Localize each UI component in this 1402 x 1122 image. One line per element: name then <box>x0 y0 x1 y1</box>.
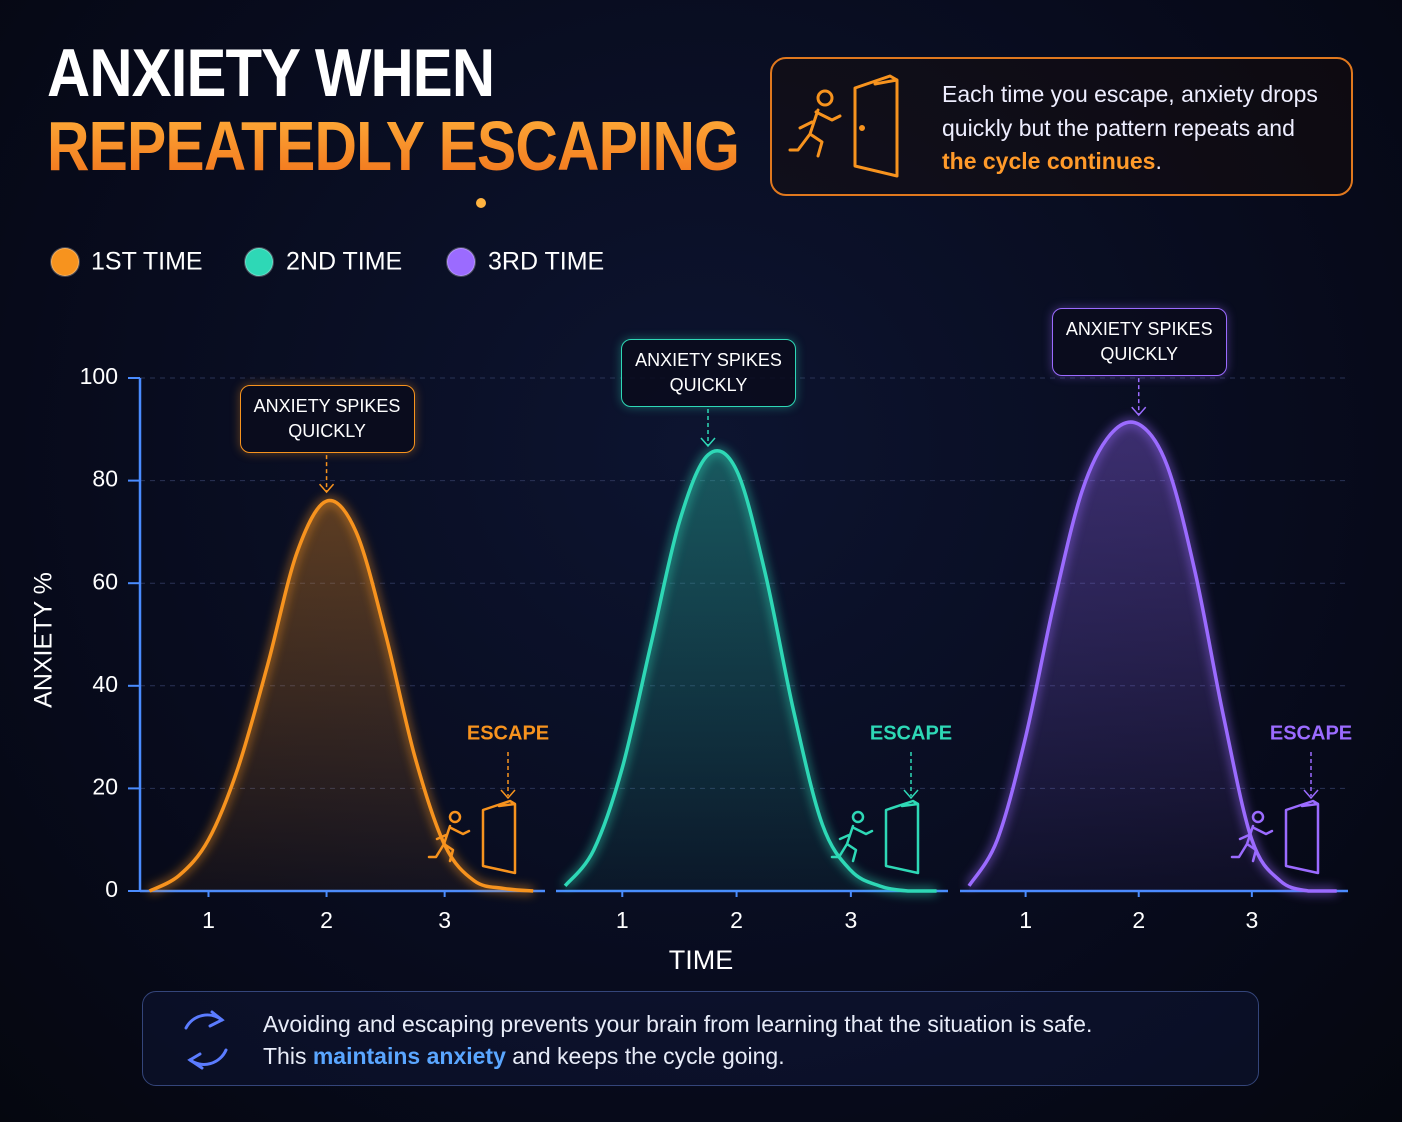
door <box>1284 799 1320 875</box>
peak-label: ANXIETY SPIKES QUICKLY <box>635 349 782 395</box>
legend-label: 2ND TIME <box>286 248 402 276</box>
escape-label: ESCAPE <box>1270 722 1352 744</box>
escape-icon <box>1230 799 1320 875</box>
legend-label: 3RD TIME <box>488 248 604 276</box>
legend-swatch <box>50 247 80 277</box>
y-tick-label: 0 <box>105 876 118 902</box>
legend-swatch <box>244 247 274 277</box>
door <box>884 799 920 875</box>
title-line-2: REPEATEDLY ESCAPING <box>47 107 740 185</box>
peak-annotation: ANXIETY SPIKES QUICKLY <box>621 338 796 407</box>
y-tick-label: 40 <box>92 671 118 697</box>
x-tick-label: 1 <box>616 907 629 933</box>
footer-highlight: maintains anxiety <box>312 1043 506 1069</box>
y-tick-label: 80 <box>92 466 118 492</box>
callout-part: . <box>1155 148 1162 174</box>
x-tick-label: 3 <box>1245 907 1258 933</box>
x-tick-label: 2 <box>320 907 333 933</box>
legend-label: 1ST TIME <box>91 248 203 276</box>
callout-text: Each time you escape, anxiety drops quic… <box>942 78 1322 179</box>
person-head <box>1251 810 1265 824</box>
footer-box <box>142 991 1259 1086</box>
person-body <box>830 824 874 863</box>
arrow-head <box>318 483 335 494</box>
title-line-1: ANXIETY WHEN <box>47 35 495 111</box>
x-tick-label: 2 <box>730 907 743 933</box>
peak-annotation: ANXIETY SPIKES QUICKLY <box>239 385 415 454</box>
x-axis-label: TIME <box>669 945 734 975</box>
arrow-head <box>1131 406 1147 417</box>
footer-icon <box>184 1010 228 1070</box>
person-head <box>851 810 865 824</box>
escape-label: ESCAPE <box>467 722 549 744</box>
y-tick-label: 20 <box>92 773 118 799</box>
callout-icon <box>788 74 899 178</box>
footer-part: This <box>263 1043 313 1069</box>
arrow-head <box>500 789 516 800</box>
footer-line: Avoiding and escaping prevents your brai… <box>263 1011 1093 1037</box>
y-axis-label: ANXIETY % <box>30 572 58 708</box>
person-body <box>1230 824 1274 863</box>
footer-line: This maintains anxiety and keeps the cyc… <box>263 1040 1092 1072</box>
x-tick-label: 1 <box>202 907 215 933</box>
y-tick-label: 60 <box>92 568 118 594</box>
line <box>148 498 534 893</box>
area <box>565 450 937 891</box>
area <box>149 500 534 891</box>
legend-swatch <box>446 247 476 277</box>
x-tick-label: 3 <box>438 907 451 933</box>
escape-icon <box>427 799 517 875</box>
footer-part: and keeps the cycle going. <box>505 1043 785 1069</box>
escape-label: ESCAPE <box>870 722 952 744</box>
arrow-head <box>903 789 919 800</box>
callout-part: Each time you escape, anxiety drops quic… <box>942 81 1318 141</box>
area <box>969 422 1337 891</box>
line <box>563 449 937 893</box>
person-head <box>448 810 462 824</box>
y-tick-label: 100 <box>80 363 118 389</box>
peak-annotation: ANXIETY SPIKES QUICKLY <box>1051 308 1227 377</box>
x-tick-label: 2 <box>1132 907 1145 933</box>
person-body <box>427 824 471 863</box>
underline-dot <box>476 198 486 208</box>
x-tick-label: 1 <box>1019 907 1032 933</box>
peak-label: ANXIETY SPIKES QUICKLY <box>1065 319 1213 365</box>
door <box>481 799 517 875</box>
callout-box <box>770 57 1353 196</box>
callout-highlight: the cycle continues <box>942 148 1156 174</box>
peak-label: ANXIETY SPIKES QUICKLY <box>253 396 401 442</box>
x-tick-label: 3 <box>844 907 857 933</box>
escape-icon <box>830 799 920 875</box>
line <box>967 420 1337 893</box>
arrow-head <box>700 437 716 448</box>
footer-text: Avoiding and escaping prevents your brai… <box>263 1008 1092 1072</box>
arrow-head <box>1303 789 1319 800</box>
